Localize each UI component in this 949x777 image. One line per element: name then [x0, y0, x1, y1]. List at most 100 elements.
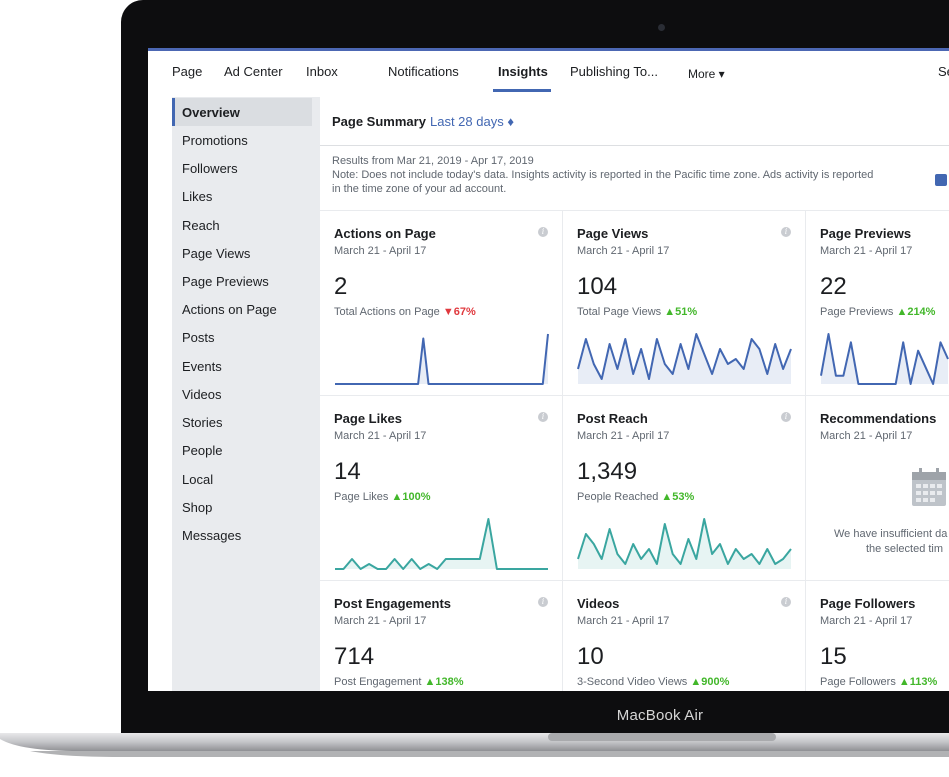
card-value: 10	[577, 643, 604, 670]
nav-notifications[interactable]: Notifications	[388, 64, 459, 79]
sparkline-line	[335, 518, 548, 570]
calendar-icon	[912, 468, 946, 506]
sidebar-item-messages[interactable]: Messages	[182, 528, 242, 543]
card-metric-label: Page Likes	[334, 491, 389, 503]
card-page-previews[interactable]: Page Previews March 21 - April 17 22 Pag…	[806, 211, 949, 395]
card-metric-line: 3-Second Video Views ▲900%	[577, 676, 729, 688]
sidebar-item-likes[interactable]: Likes	[182, 189, 213, 204]
card-title: Page Followers	[820, 596, 916, 611]
sidebar-item-followers[interactable]: Followers	[182, 161, 238, 176]
sidebar-item-reach[interactable]: Reach	[182, 218, 220, 233]
card-metric-label: 3-Second Video Views	[577, 676, 688, 688]
main-content: Page Summary Last 28 days ♦ Results from…	[320, 97, 949, 691]
card-date: March 21 - April 17	[820, 615, 913, 627]
card-recommendations[interactable]: Recommendations March 21 - April 17 We h…	[806, 396, 949, 580]
card-date: March 21 - April 17	[334, 430, 427, 442]
sparkline-area	[335, 519, 548, 569]
info-icon[interactable]: i	[781, 597, 791, 607]
sparkline-chart	[820, 333, 949, 385]
card-date: March 21 - April 17	[820, 245, 913, 257]
card-metric-line: Page Followers ▲113%	[820, 676, 937, 688]
card-metric-label: Total Actions on Page	[334, 306, 440, 318]
sidebar-item-stories[interactable]: Stories	[182, 415, 223, 430]
card-date: March 21 - April 17	[577, 615, 670, 627]
card-metric-label: Page Followers	[820, 676, 896, 688]
sparkline-chart	[335, 518, 548, 570]
sidebar-item-people[interactable]: People	[182, 443, 223, 458]
laptop-base	[0, 733, 949, 757]
nav-insights[interactable]: Insights	[498, 64, 548, 79]
insufficient-data-message-line2: the selected tim	[866, 543, 944, 555]
sidebar-item-actions-on-page[interactable]: Actions on Page	[182, 302, 277, 317]
sparkline-chart	[577, 518, 792, 569]
change-badge: ▲100%	[391, 491, 431, 503]
card-title: Post Engagements	[334, 596, 452, 611]
sidebar-item-posts[interactable]: Posts	[182, 330, 215, 345]
card-value: 714	[334, 643, 375, 670]
sidebar-item-promotions[interactable]: Promotions	[182, 133, 248, 148]
sparkline-area	[335, 334, 548, 384]
card-page-followers[interactable]: Page Followers March 21 - April 17 15 Pa…	[806, 581, 949, 691]
card-actions-on-page[interactable]: Actions on Page March 21 - April 17 i 2 …	[320, 211, 562, 395]
card-metric-line: Page Previews ▲214%	[820, 306, 935, 318]
card-date: March 21 - April 17	[577, 245, 670, 257]
insufficient-data-message: We have insufficient da	[834, 528, 948, 540]
sidebar: Overview Promotions Followers Likes Reac…	[148, 97, 320, 691]
info-icon[interactable]: i	[781, 412, 791, 422]
info-icon[interactable]: i	[538, 412, 548, 422]
nav-inbox[interactable]: Inbox	[306, 64, 338, 79]
sidebar-item-shop[interactable]: Shop	[182, 500, 213, 515]
card-title: Videos	[577, 596, 620, 611]
info-icon[interactable]: i	[538, 597, 548, 607]
results-notice: Results from Mar 21, 2019 - Apr 17, 2019…	[320, 146, 949, 210]
card-title: Page Likes	[334, 411, 402, 426]
card-metric-label: Page Previews	[820, 306, 894, 318]
sidebar-item-page-views[interactable]: Page Views	[182, 246, 251, 261]
nav-page[interactable]: Page	[172, 64, 203, 79]
card-metric-label: People Reached	[577, 491, 659, 503]
card-date: March 21 - April 17	[334, 245, 427, 257]
nav-publishing-tools[interactable]: Publishing To...	[570, 64, 658, 79]
card-date: March 21 - April 17	[334, 615, 427, 627]
card-post-engagements[interactable]: Post Engagements March 21 - April 17 i 7…	[320, 581, 562, 691]
card-metric-label: Total Page Views	[577, 306, 662, 318]
card-title: Page Previews	[820, 226, 912, 241]
card-date: March 21 - April 17	[577, 430, 670, 442]
card-metric-line: Page Likes ▲100%	[334, 491, 431, 503]
card-value: 104	[577, 273, 618, 300]
card-metric-label: Post Engagement	[334, 676, 422, 688]
card-title: Page Views	[577, 226, 649, 241]
sidebar-item-overview[interactable]: Overview	[182, 105, 240, 120]
sidebar-item-videos[interactable]: Videos	[182, 387, 222, 402]
nav-settings[interactable]: Se	[938, 64, 949, 79]
top-nav: Page Ad Center Inbox Notifications Insig…	[148, 48, 949, 100]
device-label: MacBook Air	[616, 707, 704, 724]
card-post-reach[interactable]: Post Reach March 21 - April 17 i 1,349 P…	[563, 396, 805, 580]
sidebar-item-local[interactable]: Local	[182, 472, 214, 487]
card-value: 2	[334, 273, 348, 300]
date-range-selector[interactable]: Last 28 days ♦	[430, 114, 514, 129]
nav-more-menu[interactable]: More ▾	[688, 67, 725, 81]
change-badge: ▲53%	[661, 491, 695, 503]
sidebar-item-events[interactable]: Events	[182, 359, 222, 374]
screen: Page Ad Center Inbox Notifications Insig…	[148, 48, 949, 691]
card-title: Post Reach	[577, 411, 648, 426]
card-videos[interactable]: Videos March 21 - April 17 i 10 3-Second…	[563, 581, 805, 691]
card-metric-line: Post Engagement ▲138%	[334, 676, 464, 688]
timezone-note-line2: in the time zone of your ad account.	[332, 183, 507, 195]
legend-swatch	[935, 174, 947, 186]
sidebar-item-page-previews[interactable]: Page Previews	[182, 274, 269, 289]
page-summary-title: Page Summary	[332, 114, 426, 129]
card-value: 22	[820, 273, 847, 300]
nav-ad-center[interactable]: Ad Center	[224, 64, 283, 79]
card-metric-line: People Reached ▲53%	[577, 491, 694, 503]
change-badge: ▼67%	[442, 306, 476, 318]
card-page-likes[interactable]: Page Likes March 21 - April 17 i 14 Page…	[320, 396, 562, 580]
info-icon[interactable]: i	[781, 227, 791, 237]
info-icon[interactable]: i	[538, 227, 548, 237]
card-date: March 21 - April 17	[820, 430, 913, 442]
nav-active-underline	[493, 89, 551, 92]
card-page-views[interactable]: Page Views March 21 - April 17 i 104 Tot…	[563, 211, 805, 395]
sparkline-chart	[577, 333, 792, 384]
change-badge: ▲138%	[424, 676, 464, 688]
